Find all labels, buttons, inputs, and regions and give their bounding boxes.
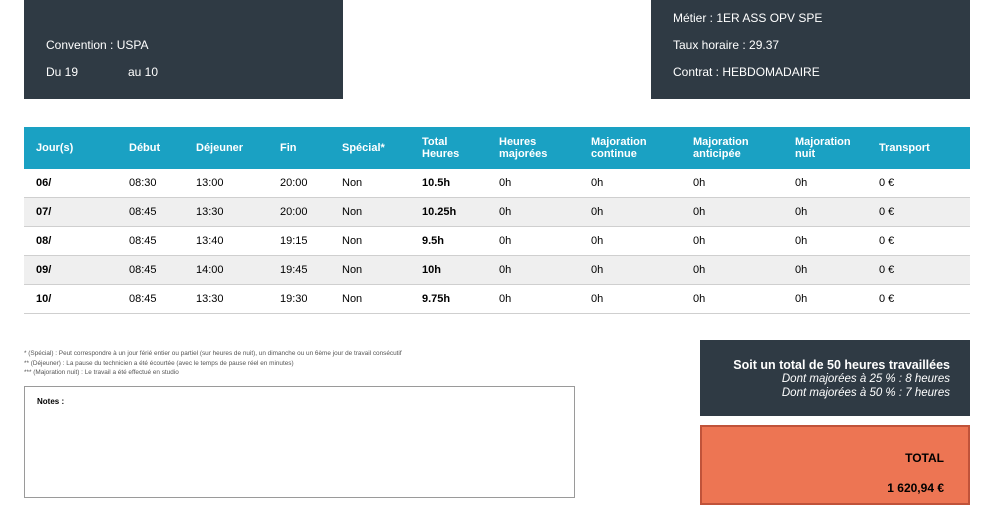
table-row: 09/08:45 14:00 19:45 Non 10h 0h 0h 0h 0h 0 € xyxy=(24,255,970,285)
cell-majoration-anticipee: 0h xyxy=(681,197,783,227)
cell-debut: 08:45 xyxy=(117,284,184,314)
taux-horaire-text: Taux horaire : 29.37 xyxy=(673,38,780,52)
cell-majoration-continue: 0h xyxy=(579,284,681,314)
cell-heures-majorees: 0h xyxy=(487,226,579,256)
cell-dejeuner: 13:30 xyxy=(184,284,268,314)
table-header-row: Jour(s) Début Déjeuner Fin Spécial* Total Heu… xyxy=(24,127,970,169)
header-special: Spécial* xyxy=(330,127,410,169)
cell-special: Non xyxy=(330,169,410,198)
header-fin: Fin xyxy=(268,127,330,169)
table-row: 08/08:45 13:40 19:15 Non 9.5h 0h 0h 0h 0h 0 € xyxy=(24,226,970,256)
cell-heures-majorees: 0h xyxy=(487,169,579,198)
cell-majoration-continue: 0h xyxy=(579,169,681,198)
cell-transport: 0 € xyxy=(867,169,970,198)
cell-total-heures: 9.5h xyxy=(410,226,487,256)
cell-special: Non xyxy=(330,197,410,227)
footnote-dejeuner: ** (Déjeuner) : La pause du technicien a… xyxy=(24,359,294,367)
header-dejeuner: Déjeuner xyxy=(184,127,268,169)
header-transport: Transport xyxy=(867,127,970,169)
cell-jour: 09/ xyxy=(24,255,117,285)
overtime-50-text: Dont majorées à 50 % : 7 heures xyxy=(781,387,950,399)
cell-debut: 08:45 xyxy=(117,255,184,285)
cell-majoration-nuit: 0h xyxy=(783,255,867,285)
total-label: TOTAL xyxy=(905,451,944,465)
cell-heures-majorees: 0h xyxy=(487,197,579,227)
cell-majoration-anticipee: 0h xyxy=(681,226,783,256)
cell-majoration-nuit: 0h xyxy=(783,197,867,227)
overtime-25-text: Dont majorées à 25 % : 8 heures xyxy=(781,373,950,385)
contrat-text: Contrat : HEBDOMADAIRE xyxy=(673,65,820,79)
cell-jour: 06/ xyxy=(24,169,117,198)
cell-transport: 0 € xyxy=(867,255,970,285)
cell-majoration-nuit: 0h xyxy=(783,226,867,256)
cell-debut: 08:45 xyxy=(117,226,184,256)
cell-transport: 0 € xyxy=(867,226,970,256)
period-from-text: Du 19 xyxy=(46,65,79,79)
cell-special: Non xyxy=(330,255,410,285)
cell-special: Non xyxy=(330,226,410,256)
header-debut: Début xyxy=(117,127,184,169)
cell-jour: 10/ xyxy=(24,284,117,314)
cell-majoration-anticipee: 0h xyxy=(681,169,783,198)
convention-text: Convention : USPA xyxy=(46,38,149,52)
notes-textarea[interactable]: Notes : xyxy=(24,386,575,498)
cell-transport: 0 € xyxy=(867,197,970,227)
period-to-text: au 10 xyxy=(128,65,159,79)
table-row: 10/08:45 13:30 19:30 Non 9.75h 0h 0h 0h 0h 0 € xyxy=(24,284,970,314)
header-majoration-continue: Majoration continue xyxy=(579,127,681,169)
header-jours: Jour(s) xyxy=(24,127,117,169)
cell-special: Non xyxy=(330,284,410,314)
cell-heures-majorees: 0h xyxy=(487,255,579,285)
cell-jour: 07/ xyxy=(24,197,117,227)
cell-fin: 20:00 xyxy=(268,197,330,227)
cell-total-heures: 10.5h xyxy=(410,169,487,198)
cell-majoration-nuit: 0h xyxy=(783,169,867,198)
total-amount-panel: TOTAL 1 620,94 € xyxy=(700,425,970,505)
cell-majoration-continue: 0h xyxy=(579,197,681,227)
cell-fin: 19:30 xyxy=(268,284,330,314)
cell-fin: 20:00 xyxy=(268,169,330,198)
employee-info-panel: Convention : USPA Du 19 au 10 xyxy=(24,0,343,99)
total-value: 1 620,94 € xyxy=(887,481,944,495)
notes-label: Notes : xyxy=(37,397,65,406)
cell-dejeuner: 13:00 xyxy=(184,169,268,198)
cell-total-heures: 9.75h xyxy=(410,284,487,314)
cell-fin: 19:45 xyxy=(268,255,330,285)
table-row: 07/08:45 13:30 20:00 Non 10.25h 0h 0h 0h 0h 0 € xyxy=(24,197,970,227)
header-total-heures: Total Heures xyxy=(410,127,487,169)
footnotes: * (Spécial) : Peut correspondre à un jou… xyxy=(24,349,402,378)
cell-majoration-continue: 0h xyxy=(579,255,681,285)
footnote-special: * (Spécial) : Peut correspondre à un jou… xyxy=(24,350,402,357)
cell-dejeuner: 13:40 xyxy=(184,226,268,256)
cell-dejeuner: 13:30 xyxy=(184,197,268,227)
cell-majoration-nuit: 0h xyxy=(783,284,867,314)
header-majoration-nuit: Majoration nuit xyxy=(783,127,867,169)
metier-text: Métier : 1ER ASS OPV SPE xyxy=(673,11,823,25)
cell-jour: 08/ xyxy=(24,226,117,256)
footnote-majoration-nuit: *** (Majoration nuit) : Le travail a été… xyxy=(24,369,179,376)
cell-majoration-continue: 0h xyxy=(579,226,681,256)
total-hours-text: Soit un total de 50 heures travaillées xyxy=(733,358,950,372)
cell-debut: 08:30 xyxy=(117,169,184,198)
hours-summary-panel: Soit un total de 50 heures travaillées D… xyxy=(700,340,970,416)
cell-majoration-anticipee: 0h xyxy=(681,284,783,314)
hours-table: Jour(s) Début Déjeuner Fin Spécial* Total Heu… xyxy=(24,127,970,314)
cell-fin: 19:15 xyxy=(268,226,330,256)
cell-total-heures: 10h xyxy=(410,255,487,285)
cell-debut: 08:45 xyxy=(117,197,184,227)
table-row: 06/08:30 13:00 20:00 Non 10.5h 0h 0h 0h 0h 0 € xyxy=(24,169,970,198)
cell-heures-majorees: 0h xyxy=(487,284,579,314)
cell-majoration-anticipee: 0h xyxy=(681,255,783,285)
job-info-panel: Métier : 1ER ASS OPV SPE Taux horaire : … xyxy=(651,0,970,99)
cell-total-heures: 10.25h xyxy=(410,197,487,227)
cell-transport: 0 € xyxy=(867,284,970,314)
header-majoration-anticipee: Majoration anticipée xyxy=(681,127,783,169)
cell-dejeuner: 14:00 xyxy=(184,255,268,285)
header-heures-majorees: Heures majorées xyxy=(487,127,579,169)
